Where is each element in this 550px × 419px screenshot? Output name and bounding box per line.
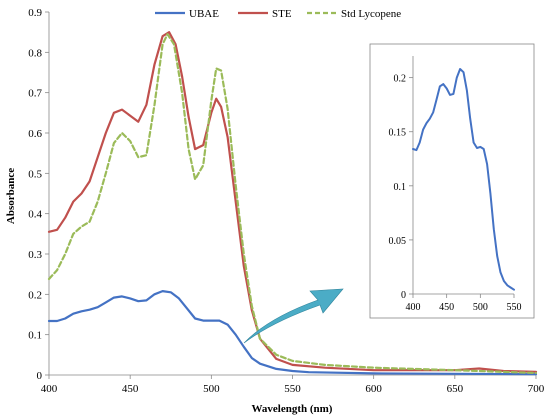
inset-y-tick-label-0-05: 0.05 xyxy=(389,236,407,247)
main-x-tick-label-400: 400 xyxy=(41,383,58,395)
main-y-tick-label-0: 0 xyxy=(37,370,43,382)
inset-x-tick-label-400: 400 xyxy=(406,302,421,313)
main-series-line-ubae xyxy=(47,290,538,376)
main-y-tick-label-0-6: 0.6 xyxy=(28,128,42,140)
inset-y-tick-label-0-2: 0.2 xyxy=(394,74,407,85)
inset-series-line-series-0 xyxy=(412,68,515,291)
main-axes xyxy=(45,11,537,379)
legend: UBAE STE Std Lycopene xyxy=(155,8,401,20)
inset-y-tick-label-0-15: 0.15 xyxy=(389,128,407,139)
main-x-tick-label-450: 450 xyxy=(122,383,139,395)
legend-label-ste: STE xyxy=(272,8,292,20)
inset-y-tick-label-0: 0 xyxy=(401,290,406,301)
legend-label-ubae: UBAE xyxy=(189,8,219,20)
main-series-line-std-lycopene xyxy=(47,33,538,375)
inset-x-tick-label-450: 450 xyxy=(439,302,454,313)
main-y-tick-label-0-9: 0.9 xyxy=(28,7,42,19)
main-series-line-ste xyxy=(47,31,538,373)
main-y-tick-label-0-5: 0.5 xyxy=(28,168,42,180)
main-x-tick-label-650: 650 xyxy=(447,383,464,395)
inset-y-tick-label-0-1: 0.1 xyxy=(394,182,407,193)
main-x-tick-label-500: 500 xyxy=(203,383,220,395)
inset-series-group xyxy=(412,68,515,291)
x-axis-title: Wavelength (nm) xyxy=(252,403,333,415)
main-series-group xyxy=(47,31,538,376)
inset-tick-labels: 0 0.05 0.1 0.15 0.2 400 450 500 550 xyxy=(389,74,522,313)
y-axis-title: Absorbance xyxy=(5,168,17,224)
main-tick-labels: 0 0.1 0.2 0.3 0.4 0.5 0.6 0.7 0.8 0.9 400 450 500 550… xyxy=(28,7,545,395)
inset-chart: 0 0.05 0.1 0.15 0.2 400 450 500 550 xyxy=(369,43,535,319)
arrow-to-inset xyxy=(243,288,344,344)
inset-x-tick-label-500: 500 xyxy=(473,302,488,313)
main-y-tick-label-0-2: 0.2 xyxy=(28,289,42,301)
legend-label-std-lycopene: Std Lycopene xyxy=(341,8,401,20)
inset-x-tick-label-550: 550 xyxy=(507,302,522,313)
inset-axes xyxy=(409,56,515,298)
main-x-tick-label-550: 550 xyxy=(284,383,301,395)
main-y-tick-label-0-4: 0.4 xyxy=(28,209,42,221)
main-y-tick-label-0-7: 0.7 xyxy=(28,88,42,100)
inset-frame xyxy=(369,43,535,319)
main-x-tick-label-700: 700 xyxy=(528,383,545,395)
main-y-tick-label-0-8: 0.8 xyxy=(28,47,42,59)
main-plot: 0 0.1 0.2 0.3 0.4 0.5 0.6 0.7 0.8 0.9 400 450 500 550… xyxy=(5,7,545,415)
main-x-tick-label-600: 600 xyxy=(365,383,382,395)
main-y-tick-label-0-3: 0.3 xyxy=(28,249,42,261)
main-y-tick-label-0-1: 0.1 xyxy=(28,330,42,342)
